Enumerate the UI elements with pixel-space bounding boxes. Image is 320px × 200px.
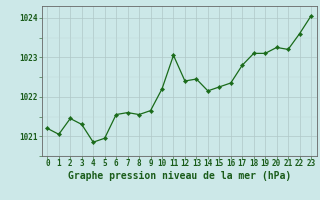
X-axis label: Graphe pression niveau de la mer (hPa): Graphe pression niveau de la mer (hPa) [68, 171, 291, 181]
